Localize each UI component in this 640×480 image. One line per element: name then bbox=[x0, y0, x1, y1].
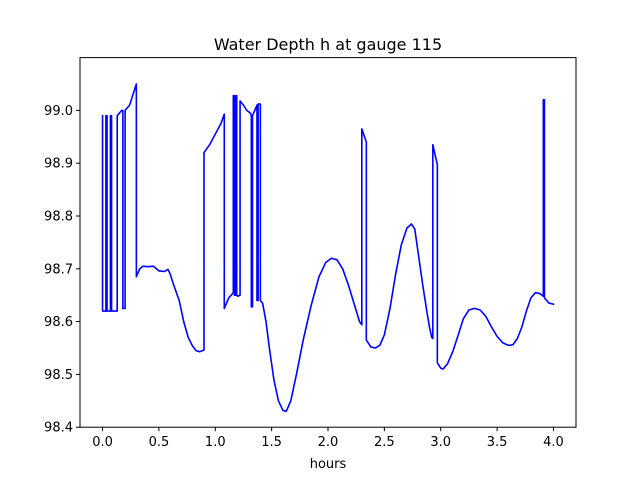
y-tick-label: 98.4 bbox=[44, 421, 73, 436]
y-tick-label: 98.7 bbox=[44, 262, 73, 277]
x-tick-label: 0.5 bbox=[149, 435, 170, 450]
series-line-0 bbox=[101, 83, 555, 413]
chart-title: Water Depth h at gauge 115 bbox=[214, 35, 442, 54]
x-tick-label: 3.0 bbox=[430, 435, 451, 450]
x-tick-label: 1.5 bbox=[261, 435, 282, 450]
x-axis: 0.0 0.5 1.0 1.5 2.0 2.5 3.0 3.5 4.0 bbox=[92, 427, 564, 450]
y-tick-label: 99.0 bbox=[44, 104, 73, 119]
y-axis: 98.4 98.5 98.6 98.7 98.8 98.9 99.0 bbox=[44, 104, 80, 436]
x-tick-label: 4.0 bbox=[543, 435, 564, 450]
x-tick-label: 3.5 bbox=[487, 435, 508, 450]
y-tick-label: 98.8 bbox=[44, 210, 73, 225]
y-tick-label: 98.9 bbox=[44, 157, 73, 172]
x-tick-label: 0.0 bbox=[92, 435, 113, 450]
x-tick-label: 1.0 bbox=[205, 435, 226, 450]
x-axis-label: hours bbox=[310, 457, 347, 472]
y-tick-label: 98.6 bbox=[44, 315, 73, 330]
series-layer bbox=[101, 83, 555, 413]
plot-area: 0.0 0.5 1.0 1.5 2.0 2.5 3.0 3.5 4.0 98.4 98.5 98.6… bbox=[44, 57, 577, 450]
y-tick-label: 98.5 bbox=[44, 368, 73, 383]
x-tick-label: 2.0 bbox=[318, 435, 339, 450]
x-tick-label: 2.5 bbox=[374, 435, 395, 450]
